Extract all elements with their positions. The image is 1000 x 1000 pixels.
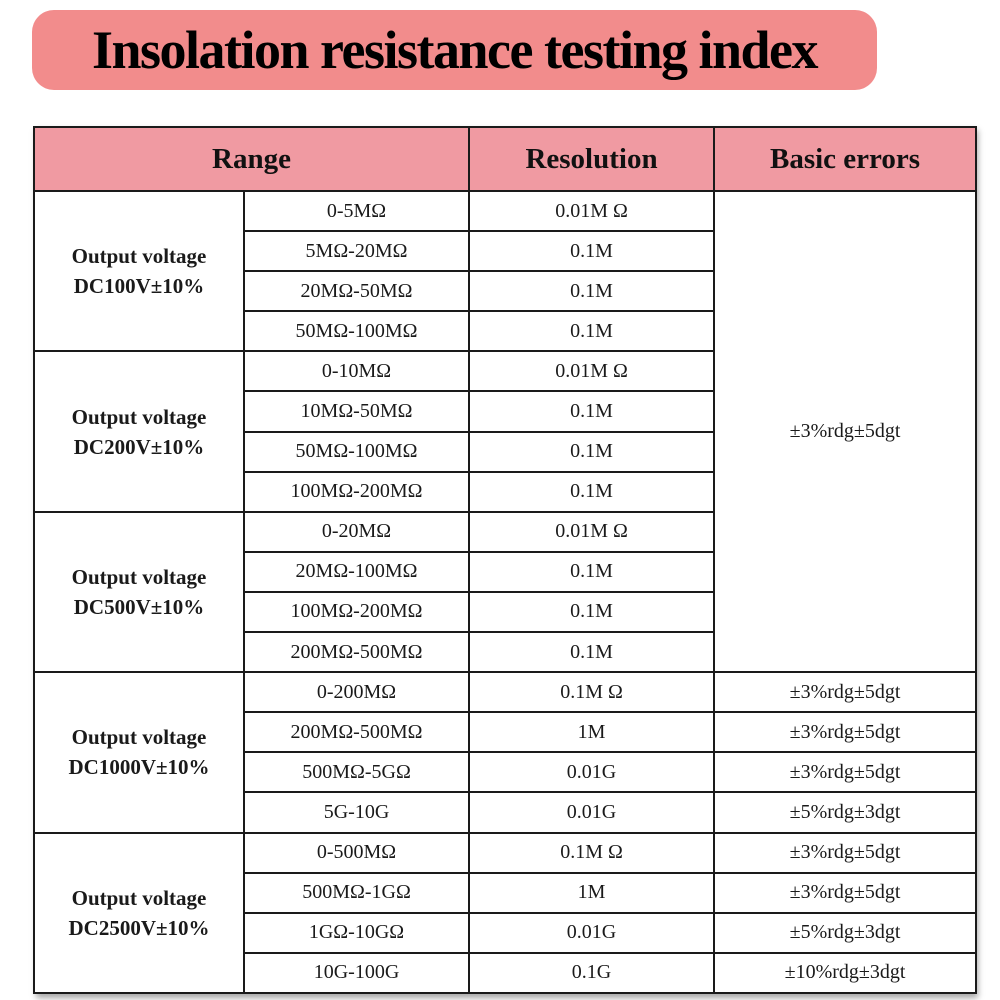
group-label: Output voltage DC500V±10% (33, 510, 245, 674)
range-cell: 20MΩ-100MΩ (242, 550, 471, 593)
resolution-cell: 0.1M (468, 550, 716, 593)
resolution-cell: 0.01G (468, 791, 716, 834)
header-row: Range Resolution Basic errors (32, 126, 978, 192)
range-cell: 50MΩ-100MΩ (242, 310, 471, 353)
error-cell: ±5%rdg±3dgt (713, 911, 978, 954)
range-cell: 100MΩ-200MΩ (242, 590, 471, 634)
table-row: 10G-100G 0.1G ±10%rdg±3dgt (34, 951, 978, 995)
resolution-cell: 0.01M Ω (468, 510, 716, 553)
resolution-cell: 0.1M (468, 310, 716, 353)
range-cell: 0-200MΩ (242, 671, 471, 714)
error-cell: ±10%rdg±3dgt (713, 951, 978, 995)
group-label-line2: DC1000V±10% (68, 755, 210, 780)
resolution-cell: 1M (468, 711, 716, 754)
resolution-cell: 0.1M (468, 470, 716, 513)
spec-table-container: Range Resolution Basic errors Output vol… (32, 126, 978, 995)
group-label-line2: DC100V±10% (73, 274, 205, 299)
table-row: 500MΩ-1GΩ 1M ±3%rdg±5dgt (34, 871, 978, 914)
range-cell: 500MΩ-1GΩ (242, 871, 471, 914)
table-row: 50MΩ-100MΩ 0.1M (34, 310, 976, 353)
range-cell: 5MΩ-20MΩ (242, 230, 471, 273)
table-row: 500MΩ-5GΩ 0.01G ±3%rdg±5dgt (34, 751, 978, 794)
group-label-line2: DC200V±10% (73, 434, 205, 459)
table-row: 100MΩ-200MΩ 0.1M (34, 470, 976, 513)
resolution-cell: 0.1M (468, 631, 716, 674)
resolution-cell: 0.01G (468, 751, 716, 794)
header-resolution: Resolution (468, 126, 716, 192)
group-label-line1: Output voltage (71, 725, 207, 750)
error-cell: ±3%rdg±5dgt (713, 751, 978, 794)
range-cell: 0-500MΩ (242, 831, 471, 874)
group-label-line2: DC500V±10% (73, 594, 205, 619)
error-cell: ±3%rdg±5dgt (713, 871, 978, 914)
resolution-cell: 0.1M (468, 270, 716, 313)
range-cell: 10MΩ-50MΩ (242, 390, 471, 433)
resolution-cell: 0.1M (468, 430, 716, 473)
table-row: 20MΩ-100MΩ 0.1M (34, 550, 976, 593)
group-label-line1: Output voltage (71, 244, 207, 269)
range-cell: 100MΩ-200MΩ (242, 470, 471, 513)
range-cell: 1GΩ-10GΩ (242, 911, 471, 954)
resolution-cell: 0.1M Ω (468, 671, 716, 714)
table-row: 200MΩ-500MΩ 1M ±3%rdg±5dgt (34, 711, 978, 754)
resolution-cell: 0.01G (468, 911, 716, 954)
range-cell: 20MΩ-50MΩ (242, 270, 471, 313)
table-row: Output voltage DC500V±10% 0-20MΩ 0.01M Ω (33, 510, 976, 674)
range-cell: 200MΩ-500MΩ (242, 711, 471, 754)
group-label: Output voltage DC200V±10% (33, 350, 245, 513)
table-row: 10MΩ-50MΩ 0.1M (34, 390, 976, 433)
group-label-line2: DC2500V±10% (68, 915, 210, 940)
table-row: 20MΩ-50MΩ 0.1M (34, 270, 976, 313)
table-row: 200MΩ-500MΩ 0.1M (34, 631, 976, 674)
group-label-line1: Output voltage (71, 564, 207, 589)
range-cell: 5G-10G (242, 791, 471, 834)
table-row: 5MΩ-20MΩ 0.1M (34, 230, 976, 273)
group-label: Output voltage DC2500V±10% (33, 831, 245, 994)
table-row: 5G-10G 0.01G ±5%rdg±3dgt (34, 791, 978, 834)
table-row: 1GΩ-10GΩ 0.01G ±5%rdg±3dgt (34, 911, 978, 954)
range-cell: 10G-100G (242, 951, 471, 995)
resolution-cell: 0.1M Ω (468, 831, 716, 874)
resolution-cell: 0.01M Ω (468, 189, 716, 233)
error-cell: ±3%rdg±5dgt (713, 831, 978, 874)
table-row: Output voltage DC100V±10% 0-5MΩ 0.01M Ω … (33, 189, 978, 674)
range-cell: 0-5MΩ (242, 189, 471, 233)
resolution-cell: 0.1M (468, 590, 716, 634)
resolution-cell: 0.1G (468, 951, 716, 995)
shared-error-cell: ±3%rdg±5dgt (713, 189, 978, 674)
resolution-cell: 0.01M Ω (468, 350, 716, 393)
error-cell: ±3%rdg±5dgt (713, 711, 978, 754)
table-row: 50MΩ-100MΩ 0.1M (34, 430, 976, 473)
header-range: Range (32, 126, 471, 192)
group-label-line1: Output voltage (71, 885, 207, 910)
group-label: Output voltage DC100V±10% (33, 189, 245, 353)
range-cell: 0-20MΩ (242, 510, 471, 553)
group-label-line1: Output voltage (71, 404, 207, 429)
range-cell: 200MΩ-500MΩ (242, 631, 471, 674)
range-cell: 500MΩ-5GΩ (242, 751, 471, 794)
error-cell: ±3%rdg±5dgt (713, 671, 978, 714)
resolution-cell: 1M (468, 871, 716, 914)
resolution-cell: 0.1M (468, 230, 716, 273)
table-row: Output voltage DC1000V±10% 0-200MΩ 0.1M … (33, 671, 978, 834)
page-title: Insolation resistance testing index (91, 20, 819, 80)
error-cell: ±5%rdg±3dgt (713, 791, 978, 834)
resolution-cell: 0.1M (468, 390, 716, 433)
table-row: Output voltage DC2500V±10% 0-500MΩ 0.1M … (33, 831, 978, 994)
title-banner: Insolation resistance testing index (32, 10, 877, 90)
range-cell: 0-10MΩ (242, 350, 471, 393)
spec-table: Range Resolution Basic errors Output vol… (32, 126, 978, 995)
header-basic-errors: Basic errors (713, 126, 978, 192)
table-row: 100MΩ-200MΩ 0.1M (34, 590, 976, 634)
group-label: Output voltage DC1000V±10% (33, 671, 245, 834)
range-cell: 50MΩ-100MΩ (242, 430, 471, 473)
table-row: Output voltage DC200V±10% 0-10MΩ 0.01M Ω (33, 350, 976, 513)
